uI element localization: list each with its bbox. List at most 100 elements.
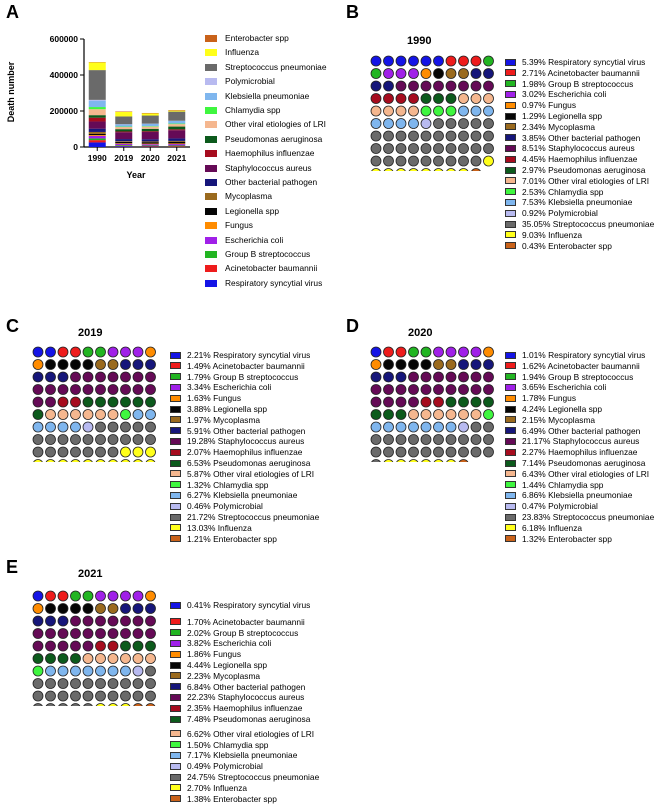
waffle-cell-streptococcus-pneumoniae bbox=[459, 131, 469, 141]
panel-letter-d: D bbox=[346, 316, 359, 337]
waffle-cell-influenza bbox=[108, 704, 118, 707]
waffle-cell-streptococcus-pneumoniae bbox=[396, 156, 406, 166]
legend-label: 1.38% Enterobacter spp bbox=[187, 794, 277, 804]
waffle-cell-streptococcus-pneumoniae bbox=[384, 435, 394, 445]
waffle-cell-escherichia-coli bbox=[133, 347, 143, 357]
bar-segment-haemophilus-influenzae bbox=[168, 129, 185, 130]
waffle-cell-haemophilus-influenzae bbox=[96, 641, 106, 651]
y-tick-label: 400000 bbox=[50, 70, 79, 80]
legend-swatch bbox=[505, 384, 516, 391]
bar-segment-influenza bbox=[89, 62, 106, 70]
bar-segment-streptococcus-pneumoniae bbox=[142, 116, 159, 124]
waffle-cell-streptococcus-pneumoniae bbox=[83, 435, 93, 445]
legend-label: 7.53% Klebsiella pneumoniae bbox=[522, 197, 632, 207]
waffle-cell-other-viral-etiologies-of-lri bbox=[409, 410, 419, 420]
legend-swatch bbox=[505, 134, 516, 141]
waffle-cell-mycoplasma bbox=[108, 604, 118, 614]
waffle-cell-streptococcus-pneumoniae bbox=[484, 422, 494, 432]
legend-swatch bbox=[170, 416, 181, 423]
waffle-cell-streptococcus-pneumoniae bbox=[484, 435, 494, 445]
waffle-cell-other-bacterial-pathogen bbox=[133, 604, 143, 614]
legend-label: Enterobacter spp bbox=[225, 33, 289, 44]
legend-swatch bbox=[205, 136, 217, 143]
waffle-cell-staphylococcus-aureus bbox=[121, 629, 131, 639]
waffle-cell-klebsiella-pneumoniae bbox=[384, 119, 394, 129]
legend-swatch bbox=[170, 438, 181, 445]
waffle-cell-staphylococcus-aureus bbox=[83, 372, 93, 382]
bar-segment-streptococcus-pneumoniae bbox=[168, 112, 185, 121]
waffle-cell-streptococcus-pneumoniae bbox=[484, 119, 494, 129]
waffle-cell-other-bacterial-pathogen bbox=[384, 372, 394, 382]
legend-label: 7.48% Pseudomonas aeruginosa bbox=[187, 714, 310, 724]
waffle-cell-streptococcus-pneumoniae bbox=[71, 435, 81, 445]
waffle-cell-klebsiella-pneumoniae bbox=[409, 119, 419, 129]
waffle-cell-pseudomonas-aeruginosa bbox=[58, 654, 68, 664]
waffle-cell-influenza bbox=[396, 460, 406, 463]
waffle-cell-staphylococcus-aureus bbox=[471, 372, 481, 382]
waffle-cell-pseudomonas-aeruginosa bbox=[33, 410, 43, 420]
waffle-cell-streptococcus-pneumoniae bbox=[459, 435, 469, 445]
waffle-cell-influenza bbox=[108, 460, 118, 463]
panel-letter-e: E bbox=[6, 557, 18, 578]
waffle-cell-klebsiella-pneumoniae bbox=[58, 666, 68, 676]
bar-segment-group-b-streptococcus bbox=[168, 145, 185, 146]
waffle-cell-chlamydia-spp bbox=[484, 410, 494, 420]
legend-label: 0.47% Polymicrobial bbox=[522, 501, 598, 511]
waffle-cell-streptococcus-pneumoniae bbox=[83, 691, 93, 701]
legend-label: 1.98% Group B streptococcus bbox=[522, 79, 633, 89]
waffle-cell-staphylococcus-aureus bbox=[384, 385, 394, 395]
legend-swatch bbox=[170, 651, 181, 658]
y-tick-label: 200000 bbox=[50, 106, 79, 116]
waffle-cell-influenza bbox=[484, 156, 494, 166]
waffle-cell-pseudomonas-aeruginosa bbox=[384, 410, 394, 420]
legend-swatch bbox=[205, 165, 217, 172]
waffle-cell-staphylococcus-aureus bbox=[133, 616, 143, 626]
waffle-cell-streptococcus-pneumoniae bbox=[96, 691, 106, 701]
legend-swatch bbox=[505, 91, 516, 98]
bar-segment-pseudomonas-aeruginosa bbox=[142, 129, 159, 131]
waffle-cell-influenza bbox=[421, 169, 431, 172]
bar-segment-other-viral-etiologies-of-lri bbox=[142, 127, 159, 129]
legend-swatch bbox=[505, 427, 516, 434]
waffle-cell-streptococcus-pneumoniae bbox=[133, 435, 143, 445]
waffle-cell-pseudomonas-aeruginosa bbox=[421, 94, 431, 104]
panel-letter-c: C bbox=[6, 316, 19, 337]
waffle-cell-other-bacterial-pathogen bbox=[46, 372, 56, 382]
waffle-cell-staphylococcus-aureus bbox=[371, 397, 381, 407]
bar-segment-streptococcus-pneumoniae bbox=[89, 70, 106, 100]
bar-segment-other-bacterial-pathogen bbox=[142, 139, 159, 141]
waffle-cell-respiratory-syncytial-virus bbox=[371, 347, 381, 357]
waffle-cell-streptococcus-pneumoniae bbox=[409, 156, 419, 166]
waffle-cell-other-viral-etiologies-of-lri bbox=[146, 654, 156, 664]
legend-swatch bbox=[505, 535, 516, 542]
waffle-cell-streptococcus-pneumoniae bbox=[83, 447, 93, 457]
bar-segment-influenza bbox=[168, 111, 185, 112]
legend-label: 1.62% Acinetobacter baumannii bbox=[522, 361, 640, 371]
waffle-cell-staphylococcus-aureus bbox=[83, 616, 93, 626]
bar-segment-acinetobacter-baumannii bbox=[89, 140, 106, 142]
waffle-cell-influenza bbox=[409, 169, 419, 172]
bar-segment-influenza bbox=[115, 112, 132, 117]
waffle-cell-klebsiella-pneumoniae bbox=[46, 422, 56, 432]
waffle-cell-pseudomonas-aeruginosa bbox=[121, 397, 131, 407]
waffle-cell-acinetobacter-baumannii bbox=[71, 347, 81, 357]
waffle-cell-influenza bbox=[146, 460, 156, 463]
waffle-cell-haemophilus-influenzae bbox=[371, 94, 381, 104]
waffle-cell-other-viral-etiologies-of-lri bbox=[396, 106, 406, 116]
waffle-cell-staphylococcus-aureus bbox=[96, 372, 106, 382]
waffle-cell-streptococcus-pneumoniae bbox=[96, 447, 106, 457]
waffle-cell-acinetobacter-baumannii bbox=[384, 347, 394, 357]
bar-segment-legionella-spp bbox=[142, 142, 159, 143]
waffle-2020 bbox=[370, 346, 502, 462]
waffle-cell-other-bacterial-pathogen bbox=[484, 69, 494, 79]
waffle-cell-escherichia-coli bbox=[121, 591, 131, 601]
waffle-cell-streptococcus-pneumoniae bbox=[409, 435, 419, 445]
waffle-cell-streptococcus-pneumoniae bbox=[371, 435, 381, 445]
waffle-cell-legionella-spp bbox=[83, 360, 93, 370]
bar-segment-staphylococcus-aureus bbox=[115, 132, 132, 139]
waffle-cell-klebsiella-pneumoniae bbox=[33, 422, 43, 432]
bar-segment-escherichia-coli bbox=[168, 144, 185, 145]
legend-swatch bbox=[170, 352, 181, 359]
legend-swatch bbox=[205, 107, 217, 114]
waffle-cell-staphylococcus-aureus bbox=[33, 385, 43, 395]
